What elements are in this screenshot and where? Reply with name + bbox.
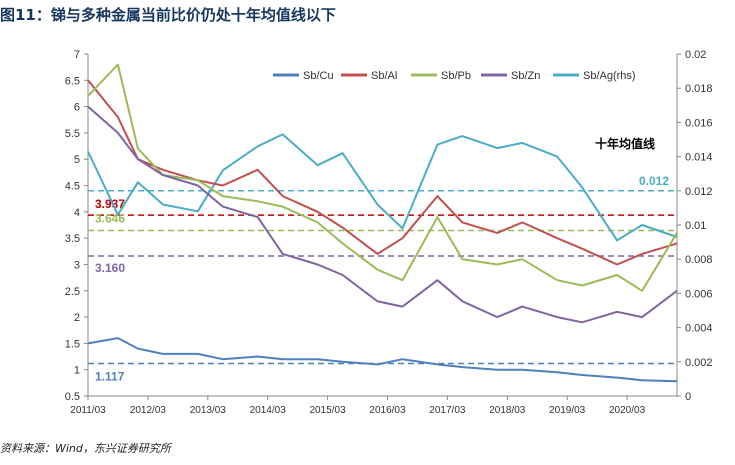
y-left-tick-label: 0.5	[65, 391, 80, 403]
x-tick-label: 2017/03	[429, 405, 466, 416]
figure-title: 图11：锑与多种金属当前比价仍处十年均值线以下	[0, 6, 336, 24]
reference-label: 0.012	[639, 174, 669, 188]
x-tick-label: 2019/03	[549, 405, 586, 416]
y-left-tick-label: 1.5	[65, 338, 80, 350]
x-tick-label: 2011/03	[70, 405, 106, 416]
y-right-tick-label: 0.01	[685, 220, 706, 232]
series-line-sb-zn	[87, 105, 678, 324]
x-tick-label: 2020/03	[609, 405, 646, 416]
series-line-sb-al	[87, 79, 678, 266]
y-right-tick-label: 0.008	[685, 254, 713, 266]
x-tick-label: 2014/03	[250, 405, 287, 416]
y-left-tick-label: 6.5	[65, 75, 80, 87]
y-right-tick-label: 0.002	[685, 357, 713, 369]
y-left-tick-label: 6	[74, 102, 80, 114]
y-right-tick-label: 0.004	[685, 323, 713, 335]
series-line-sb-pb	[87, 63, 678, 292]
y-left-tick-label: 2.5	[65, 286, 80, 298]
y-left-tick-label: 3	[74, 259, 80, 271]
x-tick-label: 2013/03	[190, 405, 227, 416]
reference-label: 1.117	[95, 370, 125, 384]
x-tick-label: 2016/03	[369, 405, 406, 416]
series-line-sb-ag-rhs-	[87, 133, 678, 242]
y-left-tick-label: 1	[74, 365, 80, 377]
source-note: 资料来源：Wind，东兴证券研究所	[0, 442, 171, 455]
x-tick-label: 2012/03	[130, 405, 167, 416]
y-left-tick-label: 2	[74, 312, 80, 324]
series-line-sb-cu	[87, 337, 678, 383]
y-right-tick-label: 0.018	[685, 83, 713, 95]
chart-annotation: 十年均值线	[595, 136, 655, 151]
reference-label: 3.937	[95, 197, 125, 211]
x-tick-label: 2015/03	[310, 405, 347, 416]
y-right-tick-label: 0.014	[685, 152, 713, 164]
y-left-tick-label: 5.5	[65, 128, 80, 140]
legend-label: Sb/Cu	[303, 70, 334, 82]
y-right-tick-label: 0.016	[685, 117, 713, 129]
reference-label: 3.646	[95, 211, 125, 225]
y-left-tick-label: 5	[74, 154, 80, 166]
y-right-tick-label: 0.006	[685, 288, 713, 300]
legend-label: Sb/Ag(rhs)	[583, 70, 636, 82]
y-left-tick-label: 4	[74, 207, 80, 219]
y-left-tick-label: 4.5	[65, 181, 80, 193]
y-left-tick-label: 7	[74, 49, 80, 61]
y-right-tick-label: 0.02	[685, 49, 706, 61]
y-right-tick-label: 0.012	[685, 186, 713, 198]
x-tick-label: 2018/03	[489, 405, 526, 416]
legend-label: Sb/Zn	[511, 70, 540, 82]
legend-label: Sb/Al	[371, 70, 397, 82]
reference-label: 3.160	[95, 261, 125, 275]
y-left-tick-label: 3.5	[65, 233, 80, 245]
y-right-tick-label: 0	[685, 391, 691, 403]
legend-label: Sb/Pb	[441, 70, 471, 82]
